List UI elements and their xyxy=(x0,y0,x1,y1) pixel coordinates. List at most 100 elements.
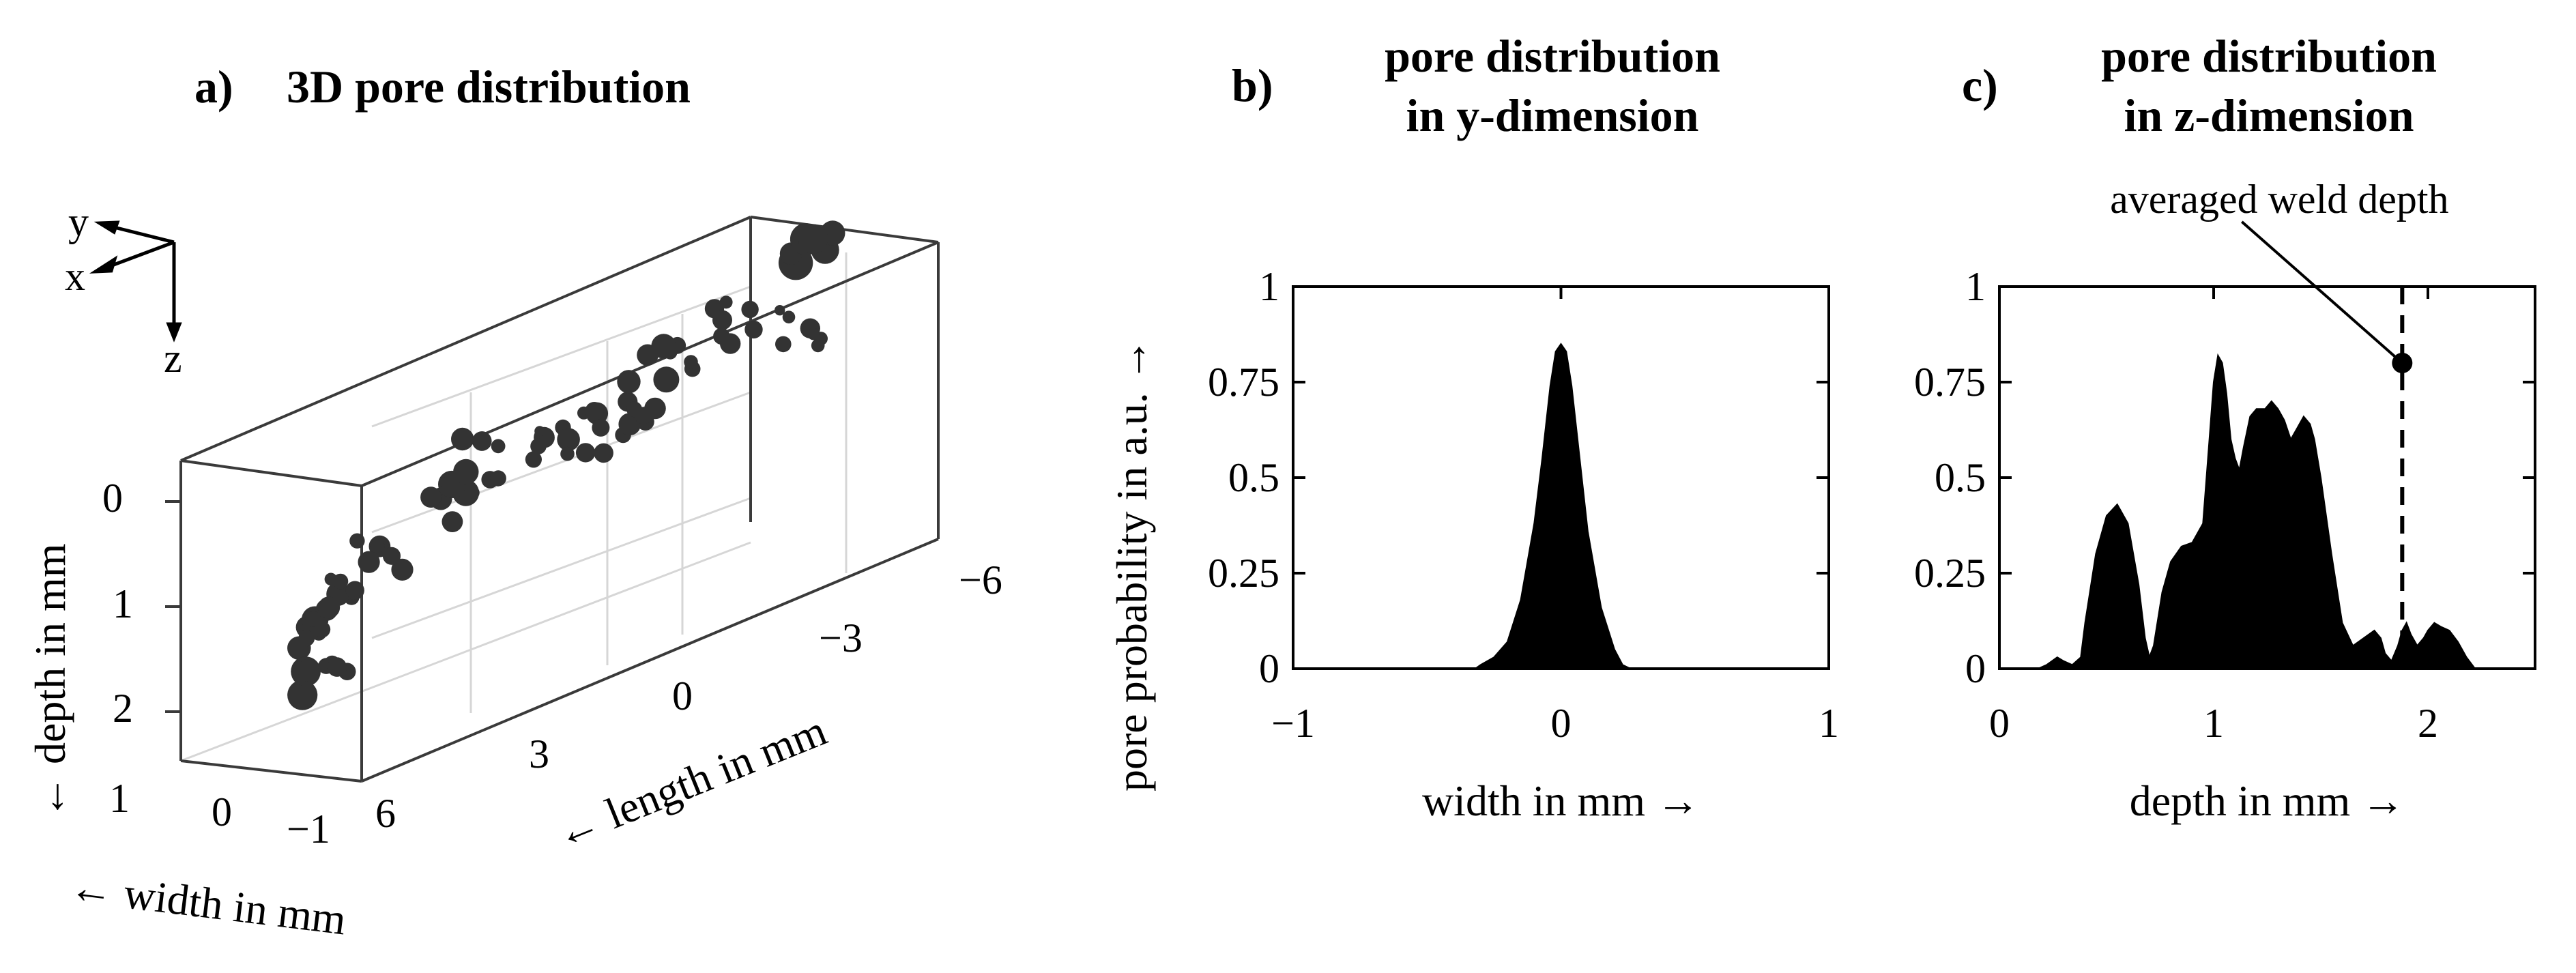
pore xyxy=(327,657,347,677)
pore xyxy=(560,446,575,461)
chart-c: 0 0.25 0.5 0.75 1 0 1 2 depth in mm → averaged we… xyxy=(1914,177,2536,825)
y-tick-label: 0 xyxy=(1259,646,1279,691)
length-tick-neg6: −6 xyxy=(959,557,1002,602)
length-tick-3: 3 xyxy=(529,731,549,776)
pore xyxy=(798,224,828,255)
pore xyxy=(775,305,785,316)
x-tick-label: 1 xyxy=(1819,701,1839,746)
y-tick-label: 0.25 xyxy=(1208,551,1279,596)
pore xyxy=(635,407,652,424)
depth-tick-2: 2 xyxy=(113,686,133,731)
pore xyxy=(720,333,741,354)
data-area xyxy=(1999,353,2535,669)
pore xyxy=(594,443,613,463)
width-axis-label: ← width in mm xyxy=(67,862,349,944)
pore xyxy=(617,370,641,394)
x-axis-label: depth in mm → xyxy=(2130,776,2405,825)
panel-a: a) 3D pore distribution y x z xyxy=(26,61,1002,944)
pore xyxy=(530,438,547,454)
pore xyxy=(442,511,463,532)
pore xyxy=(318,596,341,619)
length-tick-0: 0 xyxy=(672,673,693,718)
pore xyxy=(653,366,680,393)
panel-a-title: 3D pore distribution xyxy=(287,61,691,113)
pore xyxy=(618,413,641,436)
y-tick-label: 0.5 xyxy=(1935,455,1986,500)
annotation-leader xyxy=(2240,220,2403,364)
data-area xyxy=(1293,343,1829,669)
width-tick-0: 0 xyxy=(212,789,232,834)
width-tick-neg1: −1 xyxy=(287,807,330,852)
y-tick-label: 0.75 xyxy=(1914,360,1986,405)
y-tick-label: 0.5 xyxy=(1228,455,1279,500)
pore xyxy=(557,428,580,451)
pore xyxy=(453,459,479,485)
pore xyxy=(490,470,506,487)
pore xyxy=(575,443,596,463)
pore xyxy=(782,310,796,324)
y-tick-label: 0.25 xyxy=(1914,551,1986,596)
triad-x-char: x xyxy=(65,254,85,299)
depth-axis-label: ← depth in mm xyxy=(26,543,74,819)
axis-triad xyxy=(89,220,182,343)
pore xyxy=(744,320,763,339)
shared-y-axis-label: pore probability in a.u. → xyxy=(1108,338,1156,792)
panel-a-letter: a) xyxy=(194,61,233,113)
pore xyxy=(534,426,545,437)
panel-b-title-line1: pore distribution xyxy=(1385,30,1720,82)
length-tick-6: 6 xyxy=(375,791,396,836)
pore xyxy=(314,621,331,638)
x-tick-label: 1 xyxy=(2203,701,2224,746)
pore xyxy=(684,355,698,369)
y-tick-label: 0.75 xyxy=(1208,360,1279,405)
pore xyxy=(298,630,315,647)
pore xyxy=(585,402,604,421)
pore xyxy=(349,533,365,549)
pore xyxy=(382,547,401,565)
panel-c-title-line1: pore distribution xyxy=(2101,30,2437,82)
panel-c-letter: c) xyxy=(1962,59,1998,111)
3d-grid xyxy=(180,252,848,762)
pore xyxy=(807,328,820,340)
panel-c-title-line2: in z-dimension xyxy=(2124,89,2414,141)
x-tick-label: 2 xyxy=(2418,701,2438,746)
y-tick-label: 1 xyxy=(1965,264,1986,309)
pore xyxy=(719,295,733,309)
pore xyxy=(472,431,492,451)
pore xyxy=(451,427,474,451)
pore xyxy=(370,539,385,554)
pore-cloud xyxy=(287,220,845,710)
pore xyxy=(358,551,380,573)
pore xyxy=(391,558,414,581)
chart-b: 0 0.25 0.5 0.75 1 −1 0 1 width in mm → xyxy=(1208,264,1839,825)
y-tick-label: 0 xyxy=(1965,646,1986,691)
panel-b: b) pore distribution in y-dimension 0 0.2… xyxy=(1208,30,1839,825)
depth-tick-0: 0 xyxy=(102,476,123,521)
pore xyxy=(491,439,506,454)
annotation-dot xyxy=(2392,353,2413,373)
pore xyxy=(345,581,364,600)
length-tick-neg3: −3 xyxy=(819,615,863,660)
pore xyxy=(305,611,321,627)
triad-z-char: z xyxy=(164,336,182,381)
length-axis-label: ← length in mm xyxy=(549,706,833,858)
pore xyxy=(525,451,542,468)
depth-tick-1: 1 xyxy=(113,581,133,626)
panel-b-title-line2: in y-dimension xyxy=(1406,89,1699,141)
panel-c: c) pore distribution in z-dimension 0 0.2… xyxy=(1914,30,2536,825)
x-axis-label: width in mm → xyxy=(1422,776,1700,825)
annotation-label: averaged weld depth xyxy=(2110,177,2448,222)
y-tick-label: 1 xyxy=(1259,264,1279,309)
panel-b-letter: b) xyxy=(1232,59,1273,111)
x-tick-label: −1 xyxy=(1271,701,1315,746)
pore xyxy=(467,486,480,499)
triad-y-char: y xyxy=(68,199,89,244)
x-tick-label: 0 xyxy=(1989,701,2010,746)
pore xyxy=(775,336,792,353)
pore xyxy=(420,487,442,508)
pore xyxy=(741,300,759,319)
pore xyxy=(287,680,318,710)
width-tick-1: 1 xyxy=(109,776,130,821)
pore xyxy=(712,310,732,330)
